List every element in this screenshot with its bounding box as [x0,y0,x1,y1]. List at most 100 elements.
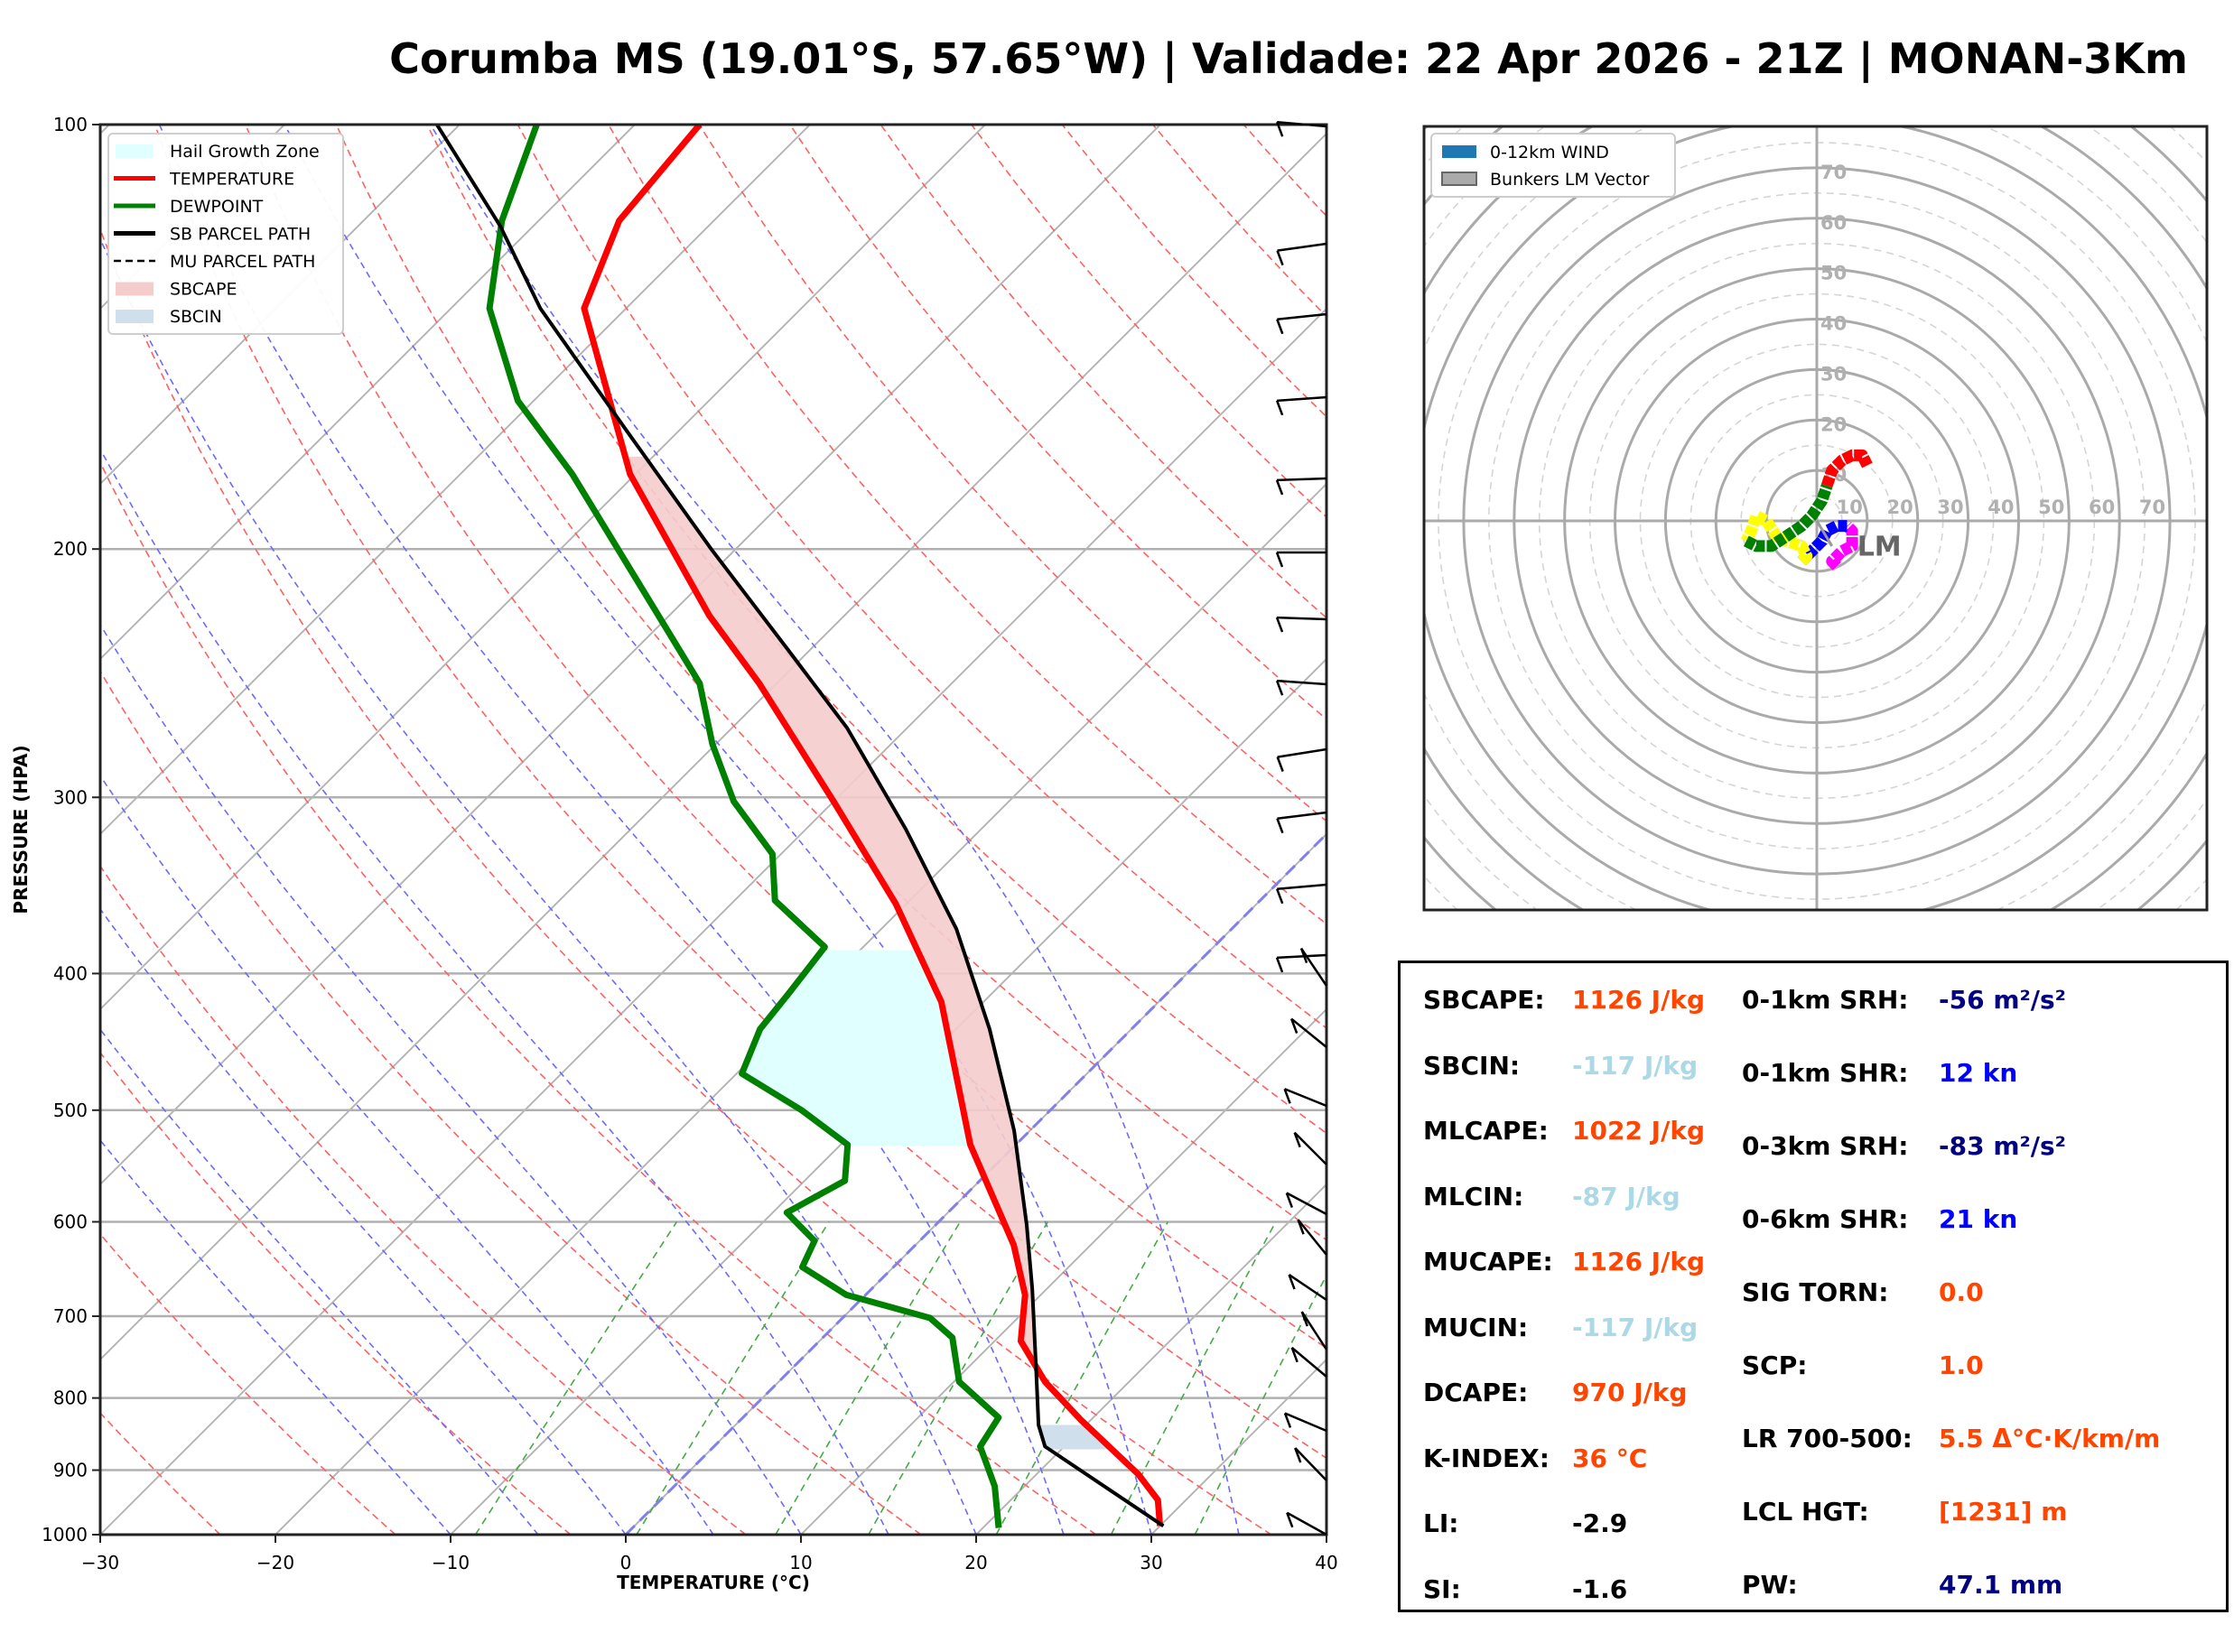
barb-staff [1277,679,1327,686]
barb-flag [1276,818,1284,834]
wind-barb [1275,477,1327,496]
plot-frame [98,123,1328,1536]
x-tick-label: −30 [81,1552,119,1573]
isotherm [100,125,285,311]
mixing-ratio-line [995,1221,1168,1535]
wind-barb [1276,242,1327,266]
moist-adiabat [430,125,1240,1535]
barb-staff [1286,1511,1327,1536]
x-tick-label: 10 [789,1552,812,1573]
moist-adiabat [158,125,1065,1535]
barb-flag [1290,1347,1299,1363]
barb-staff [1290,1017,1327,1048]
y-tick-label: 700 [53,1305,88,1327]
isotherm [450,657,1326,1535]
barb-staff [1284,1088,1327,1108]
dry-adiabat [154,125,1326,1460]
dry-adiabat [245,125,1326,1350]
barb-flag [1293,1132,1301,1148]
isotherm [100,125,986,1011]
stat-value: 21 kn [1939,1204,2018,1234]
legend-label: DEWPOINT [170,197,264,217]
barb-staff [1288,1274,1327,1302]
y-tick-label: 600 [53,1211,88,1232]
stat-label: SCP: [1742,1350,1808,1380]
stat-value: 1.0 [1939,1350,1984,1380]
y-tick-label: 100 [53,114,88,135]
stat-value: -117 J/kg [1572,1312,1699,1342]
barb-flag [1275,617,1284,633]
stat-label: 0-1km SRH: [1742,985,1909,1015]
x-tick-label: 40 [1315,1552,1337,1573]
barb-flag [1275,400,1284,416]
stat-label: K-INDEX: [1423,1443,1550,1473]
stat-label: 0-3km SRH: [1742,1131,1909,1161]
barb-flag [1276,888,1284,905]
mixing-ratio-line [636,1221,830,1535]
stat-value: -117 J/kg [1572,1050,1699,1081]
stat-value: 0.0 [1939,1277,1984,1307]
isotherm [100,307,1326,1535]
wind-barb [1283,1412,1327,1433]
barb-staff [1284,1412,1327,1433]
stat-value: -83 m²/s² [1939,1131,2066,1161]
stat-label: 0-6km SHR: [1742,1204,1909,1234]
y-tick-label: 200 [53,538,88,560]
y-tick-label: 900 [53,1460,88,1481]
barb-staff [1293,1131,1327,1165]
dry-adiabat [100,669,922,1535]
moist-adiabat [100,1138,451,1535]
barb-staff [1277,747,1327,758]
barb-staff [1277,395,1327,403]
y-tick-label: 500 [53,1100,88,1121]
wind-barb [1285,1192,1327,1216]
hail-growth-zone [742,950,972,1146]
mixing-ratio-line [868,1221,1048,1535]
stat-label: LR 700-500: [1742,1424,1913,1453]
moist-adiabat [284,125,1152,1535]
stat-value: 5.5 Δ°C·K/km/m [1939,1424,2161,1453]
wind-barb [1294,1447,1327,1481]
legend-label: MU PARCEL PATH [170,252,315,272]
stat-value: 47.1 mm [1939,1570,2063,1600]
wind-barb [1290,1346,1327,1378]
barb-staff [1276,477,1327,482]
legend-label: Hail Growth Zone [170,142,320,162]
barb-flag [1276,756,1284,773]
skewt-legend: Hail Growth Zone TEMPERATURE DEWPOINT SB PA… [107,133,344,335]
barb-flag [1294,1447,1302,1463]
dry-adiabat [100,864,747,1535]
y-tick-label: 300 [53,786,88,808]
stat-label: MUCAPE: [1423,1247,1553,1276]
barb-staff [1276,616,1327,621]
profile-lines [435,125,1165,1528]
barb-flag [1276,121,1284,137]
dry-adiabat [100,1232,396,1535]
wind-barb [1275,679,1327,696]
legend-swatch [116,310,154,323]
legend-box [107,133,344,335]
barb-flag [1276,319,1284,335]
barb-staff [1290,1346,1327,1378]
wind-barb [1293,1131,1327,1165]
barb-flag [1289,1018,1299,1034]
x-axis-label: TEMPERATURE (°C) [617,1572,810,1593]
legend-swatch [116,282,154,296]
barb-staff [1277,811,1327,820]
stat-label: MLCAPE: [1423,1116,1549,1146]
axes: −30 −20 −10 0 10 20 30 40 100 200 300 400 500 600 700 8… [42,114,1338,1573]
stat-label: LI: [1423,1508,1459,1538]
barb-flag [1285,1193,1294,1208]
moist-adiabat [100,623,802,1535]
stat-label: PW: [1742,1570,1798,1600]
stat-value: 1126 J/kg [1572,985,1705,1015]
isotherm [100,125,636,661]
dry-adiabat [100,460,1097,1535]
stats-panel: SBCAPE: 1126 J/kg SBCIN: -117 J/kg MLCAPE: 10… [1398,961,2229,1612]
stat-label: SIG TORN: [1742,1277,1889,1307]
wind-barb [1300,1311,1328,1350]
isotherm [100,125,461,486]
barb-staff [1277,953,1327,960]
stat-value: 12 kn [1939,1058,2018,1088]
x-tick-label: 20 [964,1552,987,1573]
